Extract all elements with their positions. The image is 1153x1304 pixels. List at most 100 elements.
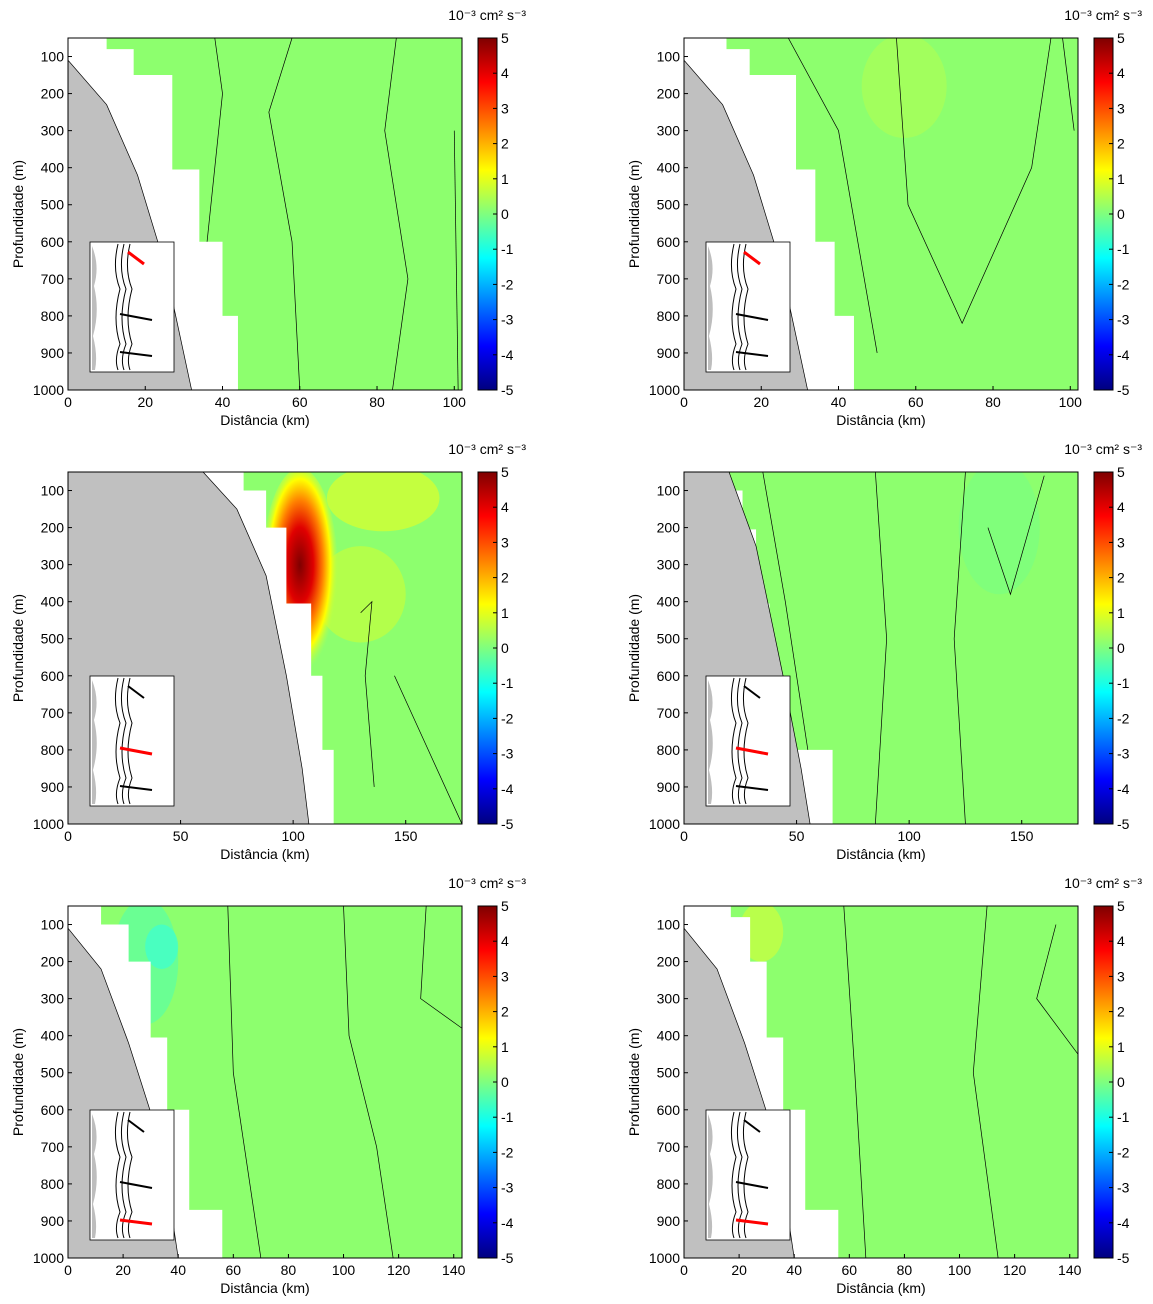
x-tick-label: 120	[387, 1262, 411, 1278]
inset-section-2	[735, 1181, 769, 1189]
inset-section-1	[743, 685, 761, 699]
colorbar-tick-label: 3	[1117, 100, 1125, 116]
colorbar-tick-label: 2	[1117, 570, 1125, 586]
colorbar-tick-label: 3	[501, 968, 509, 984]
inset-frame	[705, 241, 791, 373]
colorbar-tick-label: 2	[501, 1004, 509, 1020]
inset-frame	[705, 1109, 791, 1241]
colorbar-tick-label: 2	[1117, 136, 1125, 152]
y-axis-label: Profundidade (m)	[626, 160, 642, 268]
contour-line	[394, 675, 462, 824]
x-tick-label: 140	[442, 1262, 466, 1278]
x-tick-label: 140	[1058, 1262, 1082, 1278]
colorbar-tick-label: -4	[501, 1215, 514, 1231]
colorbar-unit-label: 10⁻³ cm² s⁻³	[448, 875, 526, 891]
inset-section-2	[119, 313, 153, 321]
colorbar-unit-label: 10⁻³ cm² s⁻³	[1064, 441, 1142, 457]
inset-section-1	[743, 1119, 761, 1133]
inset-coast	[92, 1114, 97, 1238]
x-tick-label: 100	[897, 828, 921, 844]
y-tick-label: 500	[41, 631, 65, 647]
y-tick-label: 600	[41, 234, 65, 250]
colorbar-tick-label: -3	[1117, 1180, 1130, 1196]
colorbar-tick-label: -1	[1117, 241, 1130, 257]
contour-line	[360, 600, 375, 787]
field-anomaly	[145, 924, 179, 969]
x-tick-label: 20	[753, 394, 769, 410]
axes-frame	[683, 471, 1079, 825]
axes-frame	[683, 905, 1079, 1259]
colorbar-tick-label: -5	[501, 816, 514, 832]
field-anomaly	[315, 546, 406, 643]
location-inset	[89, 1109, 175, 1241]
field-anomaly	[958, 472, 1040, 595]
contour-line	[1062, 38, 1075, 131]
y-tick-label: 500	[657, 1065, 681, 1081]
y-tick-label: 800	[657, 308, 681, 324]
y-tick-label: 400	[41, 160, 65, 176]
colorbar-tick-label: -3	[501, 312, 514, 328]
colorbar-tick-label: 3	[501, 100, 509, 116]
colorbar-tick-label: 2	[501, 570, 509, 586]
y-tick-label: 100	[657, 483, 681, 499]
y-tick-label: 600	[41, 668, 65, 684]
contour-line	[787, 38, 878, 354]
field-anomaly	[326, 472, 440, 532]
colorbar-tick-label: 5	[1117, 30, 1125, 46]
colorbar-tick-label: -4	[1117, 781, 1130, 797]
colorbar-tick-label: 5	[1117, 464, 1125, 480]
axes-frame	[67, 37, 463, 391]
y-tick-label: 500	[657, 631, 681, 647]
contour-line	[987, 475, 1045, 596]
colorbar-tick-label: 4	[501, 499, 509, 515]
colorbar-tick-label: -3	[1117, 746, 1130, 762]
y-tick-label: 200	[657, 954, 681, 970]
y-tick-label: 800	[657, 742, 681, 758]
contour-line	[953, 472, 966, 824]
y-tick-label: 300	[657, 123, 681, 139]
inset-section-1	[743, 250, 761, 266]
inset-isobath	[742, 1111, 749, 1239]
y-tick-label: 400	[657, 1028, 681, 1044]
colorbar-tick-label: 1	[501, 171, 509, 187]
colorbar-tick-label: -1	[1117, 1109, 1130, 1125]
y-tick-label: 100	[41, 483, 65, 499]
x-tick-label: 100	[1059, 394, 1083, 410]
contour-line	[420, 906, 462, 1029]
colorbar-tick-label: 1	[1117, 605, 1125, 621]
inset-isobath	[114, 677, 121, 805]
y-tick-label: 200	[657, 86, 681, 102]
y-tick-label: 1000	[33, 382, 64, 398]
colorbar-unit-label: 10⁻³ cm² s⁻³	[448, 7, 526, 23]
contour-line	[875, 472, 887, 824]
y-tick-label: 700	[41, 271, 65, 287]
x-tick-label: 0	[680, 394, 688, 410]
colorbar-tick-label: 1	[1117, 171, 1125, 187]
colorbar: 5 4 3 2 1 0 -1 -2 -3 -4 -5 10⁻³ cm² s⁻³	[448, 7, 526, 398]
colorbar-tick-label: 4	[1117, 65, 1125, 81]
x-tick-label: 50	[173, 828, 189, 844]
y-tick-label: 300	[657, 557, 681, 573]
y-tick-label: 600	[41, 1102, 65, 1118]
x-axis-label: Distância (km)	[220, 1280, 309, 1296]
y-tick-label: 500	[657, 197, 681, 213]
x-tick-label: 80	[985, 394, 1001, 410]
y-tick-label: 200	[41, 520, 65, 536]
y-tick-label: 200	[657, 520, 681, 536]
x-tick-label: 60	[226, 1262, 242, 1278]
y-tick-label: 900	[657, 779, 681, 795]
colorbar-tick-label: 4	[1117, 499, 1125, 515]
y-tick-label: 100	[657, 49, 681, 65]
colorbar: 5 4 3 2 1 0 -1 -2 -3 -4 -5 10⁻³ cm² s⁻³	[1064, 875, 1142, 1266]
inset-isobath	[120, 677, 127, 805]
inset-section-1	[127, 250, 145, 266]
colorbar: 5 4 3 2 1 0 -1 -2 -3 -4 -5 10⁻³ cm² s⁻³	[448, 441, 526, 832]
colorbar-tick-label: 0	[1117, 1074, 1125, 1090]
inset-coast	[92, 246, 97, 370]
x-tick-label: 0	[64, 394, 72, 410]
x-tick-label: 20	[137, 394, 153, 410]
